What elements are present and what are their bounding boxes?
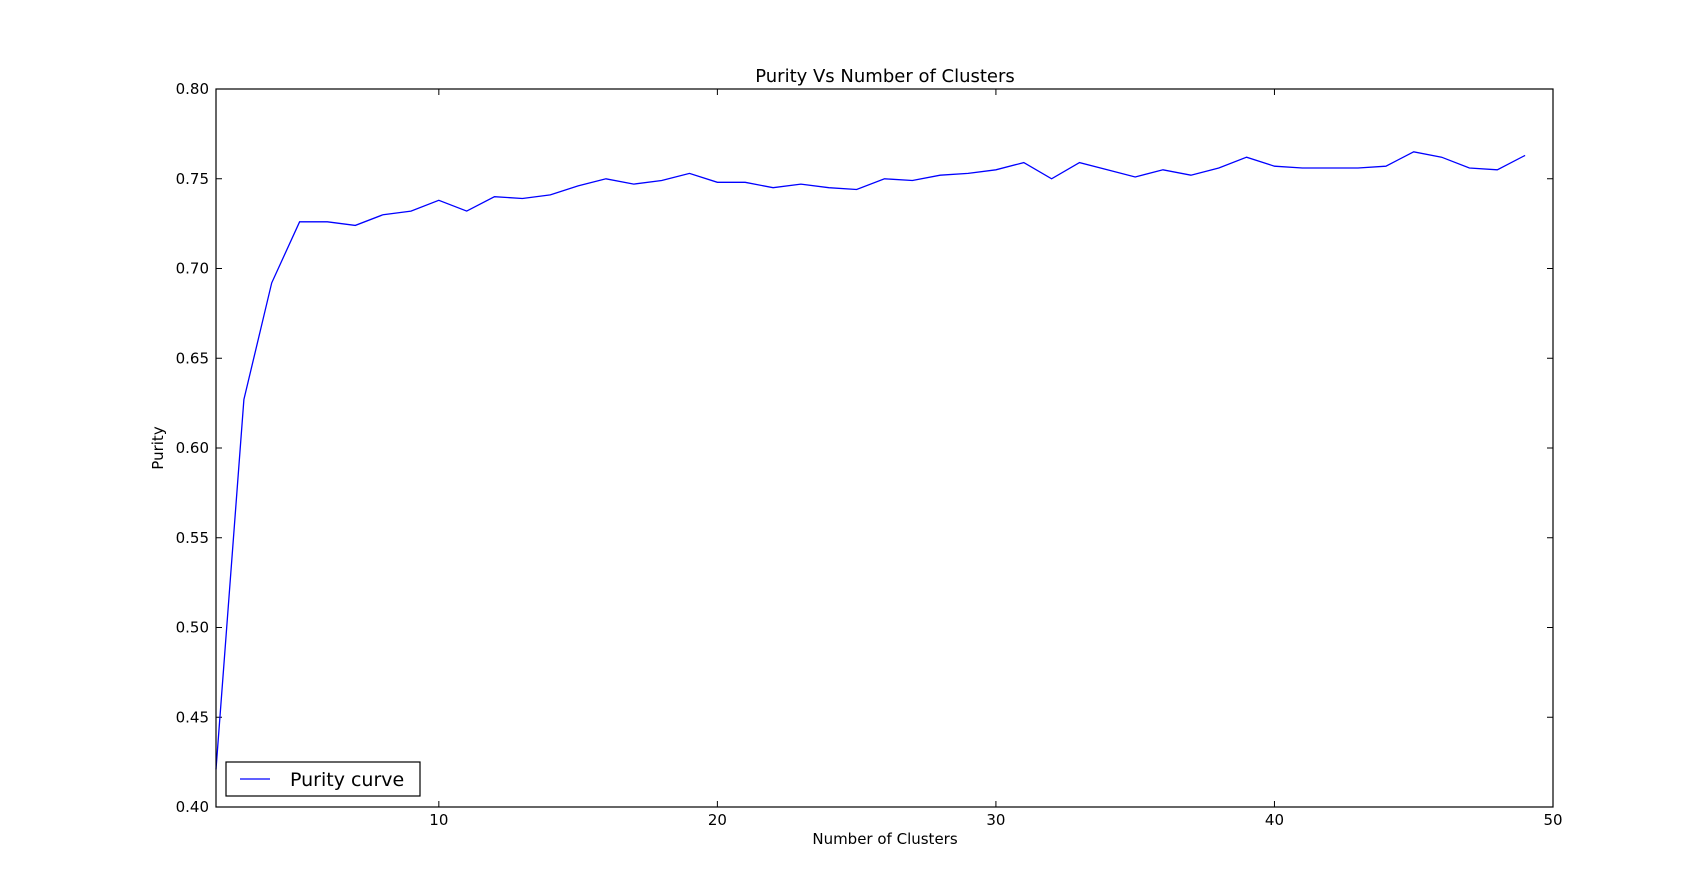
tick-labels: 10 20 30 40 50 0.40 0.45 0.50 0.55 0.60 0.65 0.70 0.… [176,80,1563,829]
x-tick-label: 50 [1543,811,1562,829]
y-tick-label: 0.75 [176,170,209,188]
x-tick-label: 40 [1265,811,1284,829]
y-tick-label: 0.50 [176,619,209,637]
y-tick-label: 0.55 [176,529,209,547]
y-tick-label: 0.60 [176,439,209,457]
y-tick-label: 0.65 [176,349,209,367]
y-tick-label: 0.80 [176,80,209,98]
x-tick-label: 30 [986,811,1005,829]
plot-area-frame [215,88,1554,808]
x-axis-label: Number of Clusters [812,830,957,848]
chart-title: Purity Vs Number of Clusters [755,66,1015,87]
y-tick-label: 0.70 [176,260,209,278]
legend: Purity curve [225,761,421,797]
x-tick-label: 20 [708,811,727,829]
y-axis-label: Purity [149,426,167,470]
purity-curve-line [215,151,1526,770]
y-tick-label: 0.45 [176,708,209,726]
legend-label: Purity curve [290,769,404,791]
y-tick-label: 0.40 [176,798,209,816]
x-tick-label: 10 [429,811,448,829]
